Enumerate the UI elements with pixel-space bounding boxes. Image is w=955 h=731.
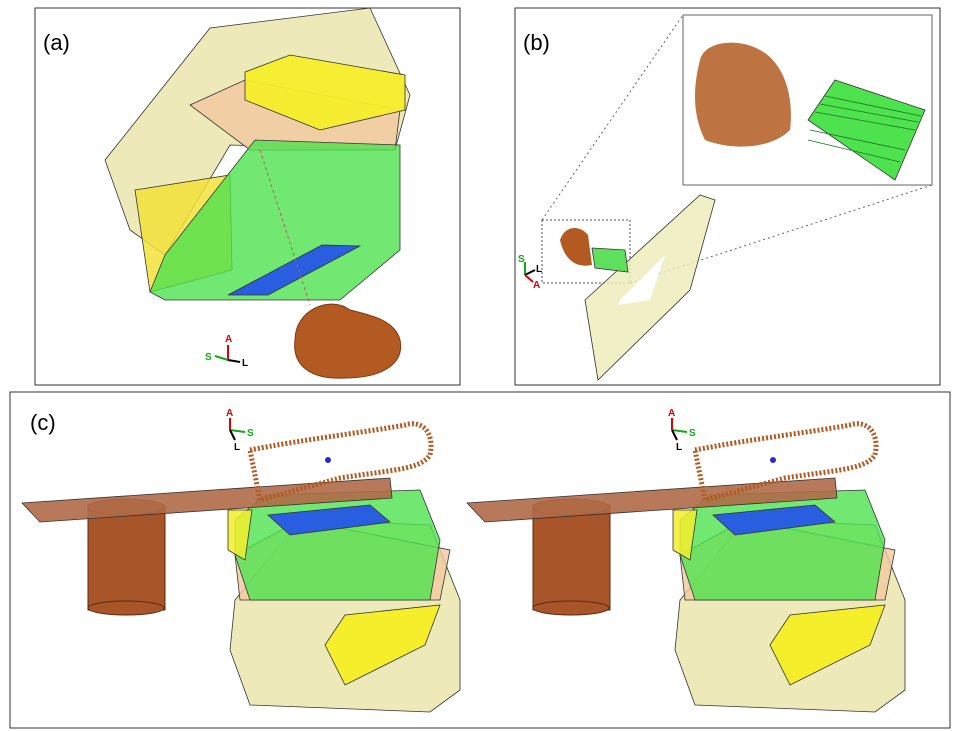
detector-zoom <box>807 79 926 181</box>
panel-label: (c) <box>30 410 56 435</box>
orientation-c-left: A S L <box>226 408 254 453</box>
panel-a-scene <box>104 7 411 379</box>
axis-label: A <box>533 280 540 291</box>
axis-label: A <box>225 334 232 345</box>
zoom-line <box>541 14 684 221</box>
orientation-a: A S L <box>205 334 248 369</box>
panel-b-scene <box>541 14 933 381</box>
axis-label: S <box>205 352 212 363</box>
panel-label: (b) <box>523 30 550 55</box>
axis-line <box>227 359 241 363</box>
axis-line <box>671 429 688 433</box>
orientation-c-right: A S L <box>668 408 696 453</box>
axis-label: L <box>536 264 542 275</box>
axis-label: S <box>518 254 525 265</box>
axis-label: L <box>234 442 240 453</box>
axis-line <box>229 429 246 433</box>
axis-line <box>524 274 534 283</box>
axis-label: A <box>226 408 233 419</box>
axis-line <box>671 429 678 441</box>
zoom-box <box>541 219 631 284</box>
axis-line <box>229 429 236 441</box>
detector-lines <box>807 95 922 163</box>
axis-label: S <box>689 428 696 439</box>
phantom <box>294 303 402 379</box>
yellow-block-top <box>244 54 406 131</box>
axis-label: L <box>676 442 682 453</box>
detector <box>591 247 629 273</box>
green-block <box>149 139 401 301</box>
panel-label: (a) <box>43 30 70 55</box>
axis-label: S <box>247 428 254 439</box>
axis-label: A <box>668 408 675 419</box>
axis-label: L <box>242 358 248 369</box>
phantom-zoom <box>695 42 791 147</box>
phantom <box>560 228 592 266</box>
orientation-b: S L A <box>518 254 542 291</box>
blue-plate <box>227 244 362 296</box>
axis-line <box>524 269 536 276</box>
aperture <box>618 255 665 305</box>
axis-line <box>214 355 229 361</box>
